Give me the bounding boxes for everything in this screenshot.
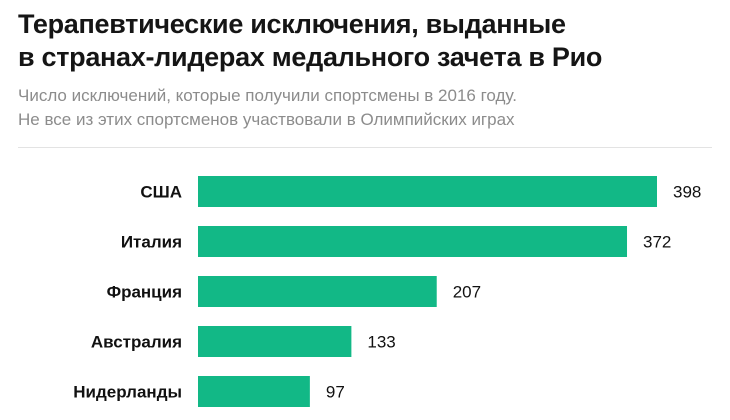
category-label: Италия xyxy=(121,233,182,252)
value-label: 207 xyxy=(453,283,481,302)
bar xyxy=(198,376,310,407)
value-label: 398 xyxy=(673,183,701,202)
value-label: 133 xyxy=(367,333,395,352)
category-label: Нидерланды xyxy=(73,383,182,402)
chart-subtitle: Число исключений, которые получили спорт… xyxy=(18,84,718,132)
value-label: 372 xyxy=(643,233,671,252)
header-divider xyxy=(18,147,712,148)
chart-title-line-2: в странах-лидерах медального зачета в Ри… xyxy=(18,42,603,72)
bar xyxy=(198,176,657,207)
bar xyxy=(198,226,628,257)
bar-chart: США 398 Италия 372 Франция 207 Австралия 133 Нид… xyxy=(73,176,701,407)
category-label: Франция xyxy=(107,283,182,302)
category-label: Австралия xyxy=(91,333,182,352)
chart-subtitle-line-2: Не все из этих спортсменов участвовали в… xyxy=(18,110,515,129)
bar xyxy=(198,326,352,357)
value-label: 97 xyxy=(326,383,345,402)
chart-title: Терапевтические исключения, выданные в с… xyxy=(18,8,718,74)
chart-title-line-1: Терапевтические исключения, выданные xyxy=(18,9,566,39)
bar xyxy=(198,276,437,307)
chart-subtitle-line-1: Число исключений, которые получили спорт… xyxy=(18,86,517,105)
category-label: США xyxy=(140,183,182,202)
